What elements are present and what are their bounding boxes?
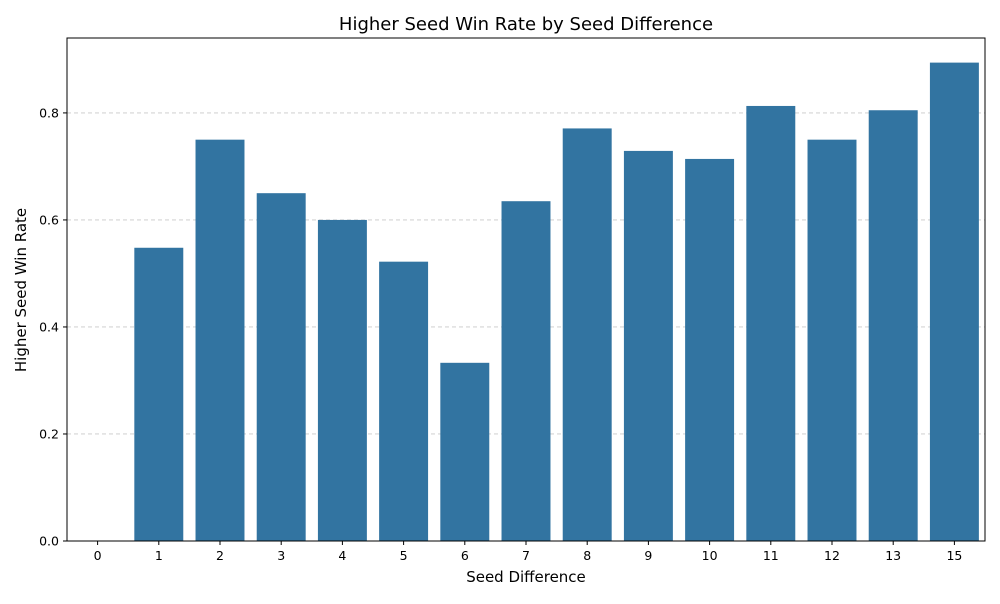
y-tick-label: 0.2 <box>39 426 59 441</box>
bars <box>134 62 979 542</box>
y-tick-label: 0.8 <box>39 105 59 120</box>
x-tick-label: 15 <box>946 548 962 563</box>
bar <box>501 201 551 541</box>
x-axis-title: Seed Difference <box>466 568 586 586</box>
x-tick-label: 5 <box>400 548 408 563</box>
x-tick-label: 0 <box>94 548 102 563</box>
bar <box>440 362 490 541</box>
bar <box>685 158 735 542</box>
chart-title: Higher Seed Win Rate by Seed Difference <box>339 14 713 35</box>
x-tick-label: 6 <box>461 548 469 563</box>
x-axis-ticks: 0 1 2 3 4 5 6 7 8 9 10 11 12 13 15 <box>94 541 962 563</box>
bar <box>317 219 367 542</box>
x-tick-label: 2 <box>216 548 224 563</box>
bar <box>623 150 673 541</box>
y-tick-label: 0.4 <box>39 319 59 334</box>
y-tick-label: 0.0 <box>39 534 59 549</box>
bar <box>807 139 857 541</box>
x-tick-label: 7 <box>522 548 530 563</box>
x-tick-label: 3 <box>277 548 285 563</box>
y-axis-title: Higher Seed Win Rate <box>12 208 30 372</box>
bar <box>379 261 429 541</box>
y-tick-label: 0.6 <box>39 212 59 227</box>
x-tick-label: 8 <box>583 548 591 563</box>
x-tick-label: 13 <box>885 548 901 563</box>
y-axis-ticks: 0.0 0.2 0.4 0.6 0.8 <box>39 105 67 549</box>
bar <box>134 247 184 541</box>
bar <box>868 110 918 541</box>
x-tick-label: 11 <box>763 548 779 563</box>
bar <box>562 128 612 541</box>
bar <box>195 139 245 541</box>
x-tick-label: 9 <box>644 548 652 563</box>
x-tick-label: 10 <box>702 548 718 563</box>
bar <box>746 105 796 542</box>
x-tick-label: 12 <box>824 548 840 563</box>
bar <box>929 62 979 541</box>
x-tick-label: 1 <box>155 548 163 563</box>
x-tick-label: 4 <box>338 548 346 563</box>
bar <box>256 193 306 541</box>
